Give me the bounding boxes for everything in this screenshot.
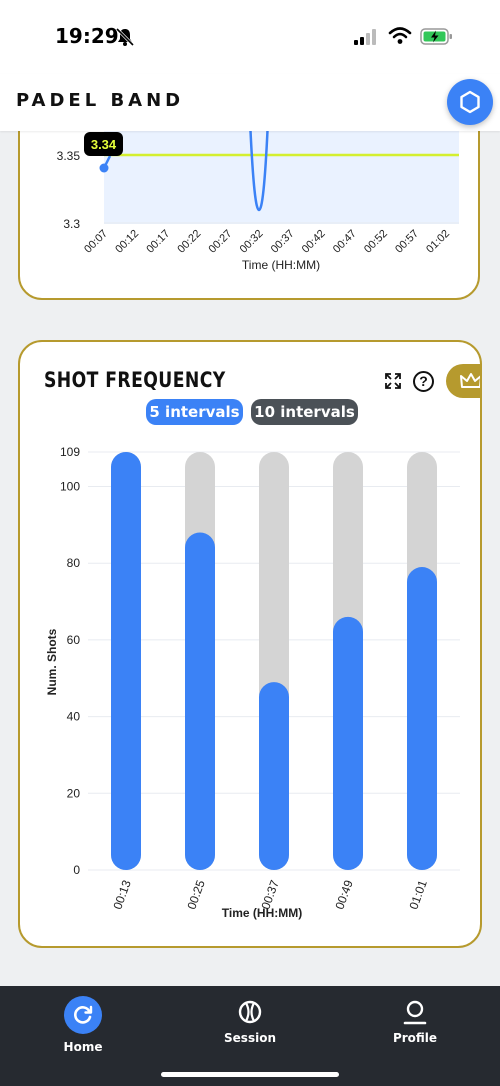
bar: [185, 532, 215, 870]
x-tick-label: 00:27: [207, 228, 235, 256]
bell-muted-icon: [115, 27, 135, 47]
padel-ball-icon: [238, 1000, 262, 1024]
x-tick-label: 01:01: [406, 878, 430, 911]
y-tick-label: 3.3: [63, 217, 80, 231]
x-tick-label: 00:22: [175, 228, 203, 256]
nav-session[interactable]: Session: [220, 986, 280, 1045]
person-icon: [403, 1000, 427, 1025]
y-tick-label: 109: [60, 445, 80, 459]
card-title: SHOT FREQUENCY: [44, 368, 226, 392]
tooltip-box: [84, 132, 123, 156]
home-indicator: [161, 1072, 339, 1077]
y-tick-label: 80: [67, 556, 81, 570]
series-line: [248, 119, 270, 212]
y-tick-label: 60: [67, 633, 81, 647]
top-line-chart: 3.35 3.3 3.34 00:07 00:12 00:17 00:22 00:27 0…: [57, 119, 459, 272]
status-bar: 19:29: [0, 0, 500, 74]
x-tick-label: 01:02: [424, 228, 452, 256]
y-tick-label: 20: [67, 786, 81, 800]
brand-logo: PADEL BAND: [16, 90, 185, 111]
bar: [407, 567, 437, 870]
y-tick-label: 0: [73, 863, 80, 877]
series-point: [99, 163, 109, 173]
y-tick-label: 40: [67, 710, 81, 724]
battery-charging-icon: [420, 28, 452, 45]
help-icon[interactable]: ?: [413, 371, 434, 392]
x-tick-label: 00:07: [82, 228, 110, 256]
premium-badge[interactable]: [446, 364, 480, 398]
y-axis-title: Num. Shots: [45, 628, 59, 695]
app-header: PADEL BAND: [0, 74, 500, 131]
nav-home-label: Home: [63, 1040, 103, 1054]
x-tick-label: 00:49: [332, 878, 356, 911]
wifi-icon: [388, 27, 412, 44]
x-tick-label: 00:57: [393, 228, 421, 256]
bar: [111, 452, 141, 870]
crown-icon: [460, 373, 480, 388]
bar: [259, 682, 289, 870]
refresh-icon: [74, 1005, 93, 1024]
cellular-signal-icon: [354, 29, 376, 45]
status-time: 19:29: [55, 24, 119, 48]
x-tick-label: 00:37: [269, 228, 297, 256]
nav-profile[interactable]: Profile: [385, 986, 445, 1045]
shot-frequency-card: SHOT FREQUENCY ? 5 intervals 10 interval…: [18, 340, 482, 948]
bar: [333, 616, 363, 870]
device-button[interactable]: [447, 79, 493, 125]
x-tick-label: 00:17: [144, 228, 172, 256]
tooltip-value: 3.34: [91, 137, 117, 152]
tab-10-intervals[interactable]: 10 intervals: [251, 399, 358, 425]
x-axis-title: Time (HH:MM): [242, 258, 320, 272]
hexagon-icon: [460, 90, 480, 114]
y-tick-label: 3.35: [57, 149, 81, 163]
x-tick-label: 00:47: [331, 228, 359, 256]
x-tick-label: 00:25: [184, 878, 208, 911]
nav-profile-label: Profile: [392, 1031, 438, 1045]
expand-icon[interactable]: [384, 372, 402, 390]
bottom-nav: Home Session Profile: [0, 986, 500, 1086]
nav-home[interactable]: Home: [55, 986, 111, 1054]
tab-5-intervals[interactable]: 5 intervals: [146, 399, 243, 425]
x-tick-label: 00:32: [238, 228, 266, 256]
x-axis-title: Time (HH:MM): [222, 906, 302, 920]
chart-fill-area: [104, 122, 459, 224]
x-tick-label: 00:12: [113, 228, 141, 256]
nav-session-label: Session: [224, 1031, 276, 1045]
x-tick-label: 00:52: [362, 228, 390, 256]
y-tick-label: 100: [60, 480, 80, 494]
x-tick-label: 00:42: [300, 228, 328, 256]
x-tick-label: 00:13: [110, 878, 134, 911]
